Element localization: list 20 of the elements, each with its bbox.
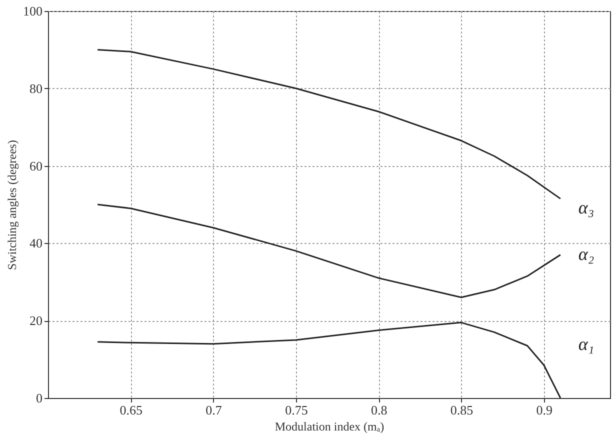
x-tick-label: 0.65 — [120, 402, 143, 418]
line-series — [96, 48, 562, 200]
x-tick-label: 0.85 — [450, 402, 474, 418]
y-tick-label: 80 — [30, 80, 42, 96]
y-tick-label: 60 — [30, 158, 42, 174]
line-series — [96, 322, 562, 399]
y-tick-label: 20 — [30, 313, 42, 328]
series-label: α₃ — [578, 198, 594, 218]
series-label: α₂ — [578, 244, 594, 264]
x-axis-title: Modulation index (mₐ) — [274, 420, 384, 434]
line-series — [96, 204, 562, 298]
y-axis-title: Switching angles (degrees) — [5, 140, 19, 270]
series-label: α₁ — [578, 334, 594, 354]
x-tick-label: 0.75 — [285, 402, 308, 418]
y-tick-label: 0 — [36, 390, 42, 406]
y-tick-label: 100 — [23, 4, 42, 18]
y-tick-label: 40 — [30, 236, 42, 251]
x-tick-label: 0.8 — [370, 402, 388, 418]
x-tick-label: 0.7 — [206, 402, 222, 418]
x-tick-label: 0.9 — [536, 402, 553, 418]
